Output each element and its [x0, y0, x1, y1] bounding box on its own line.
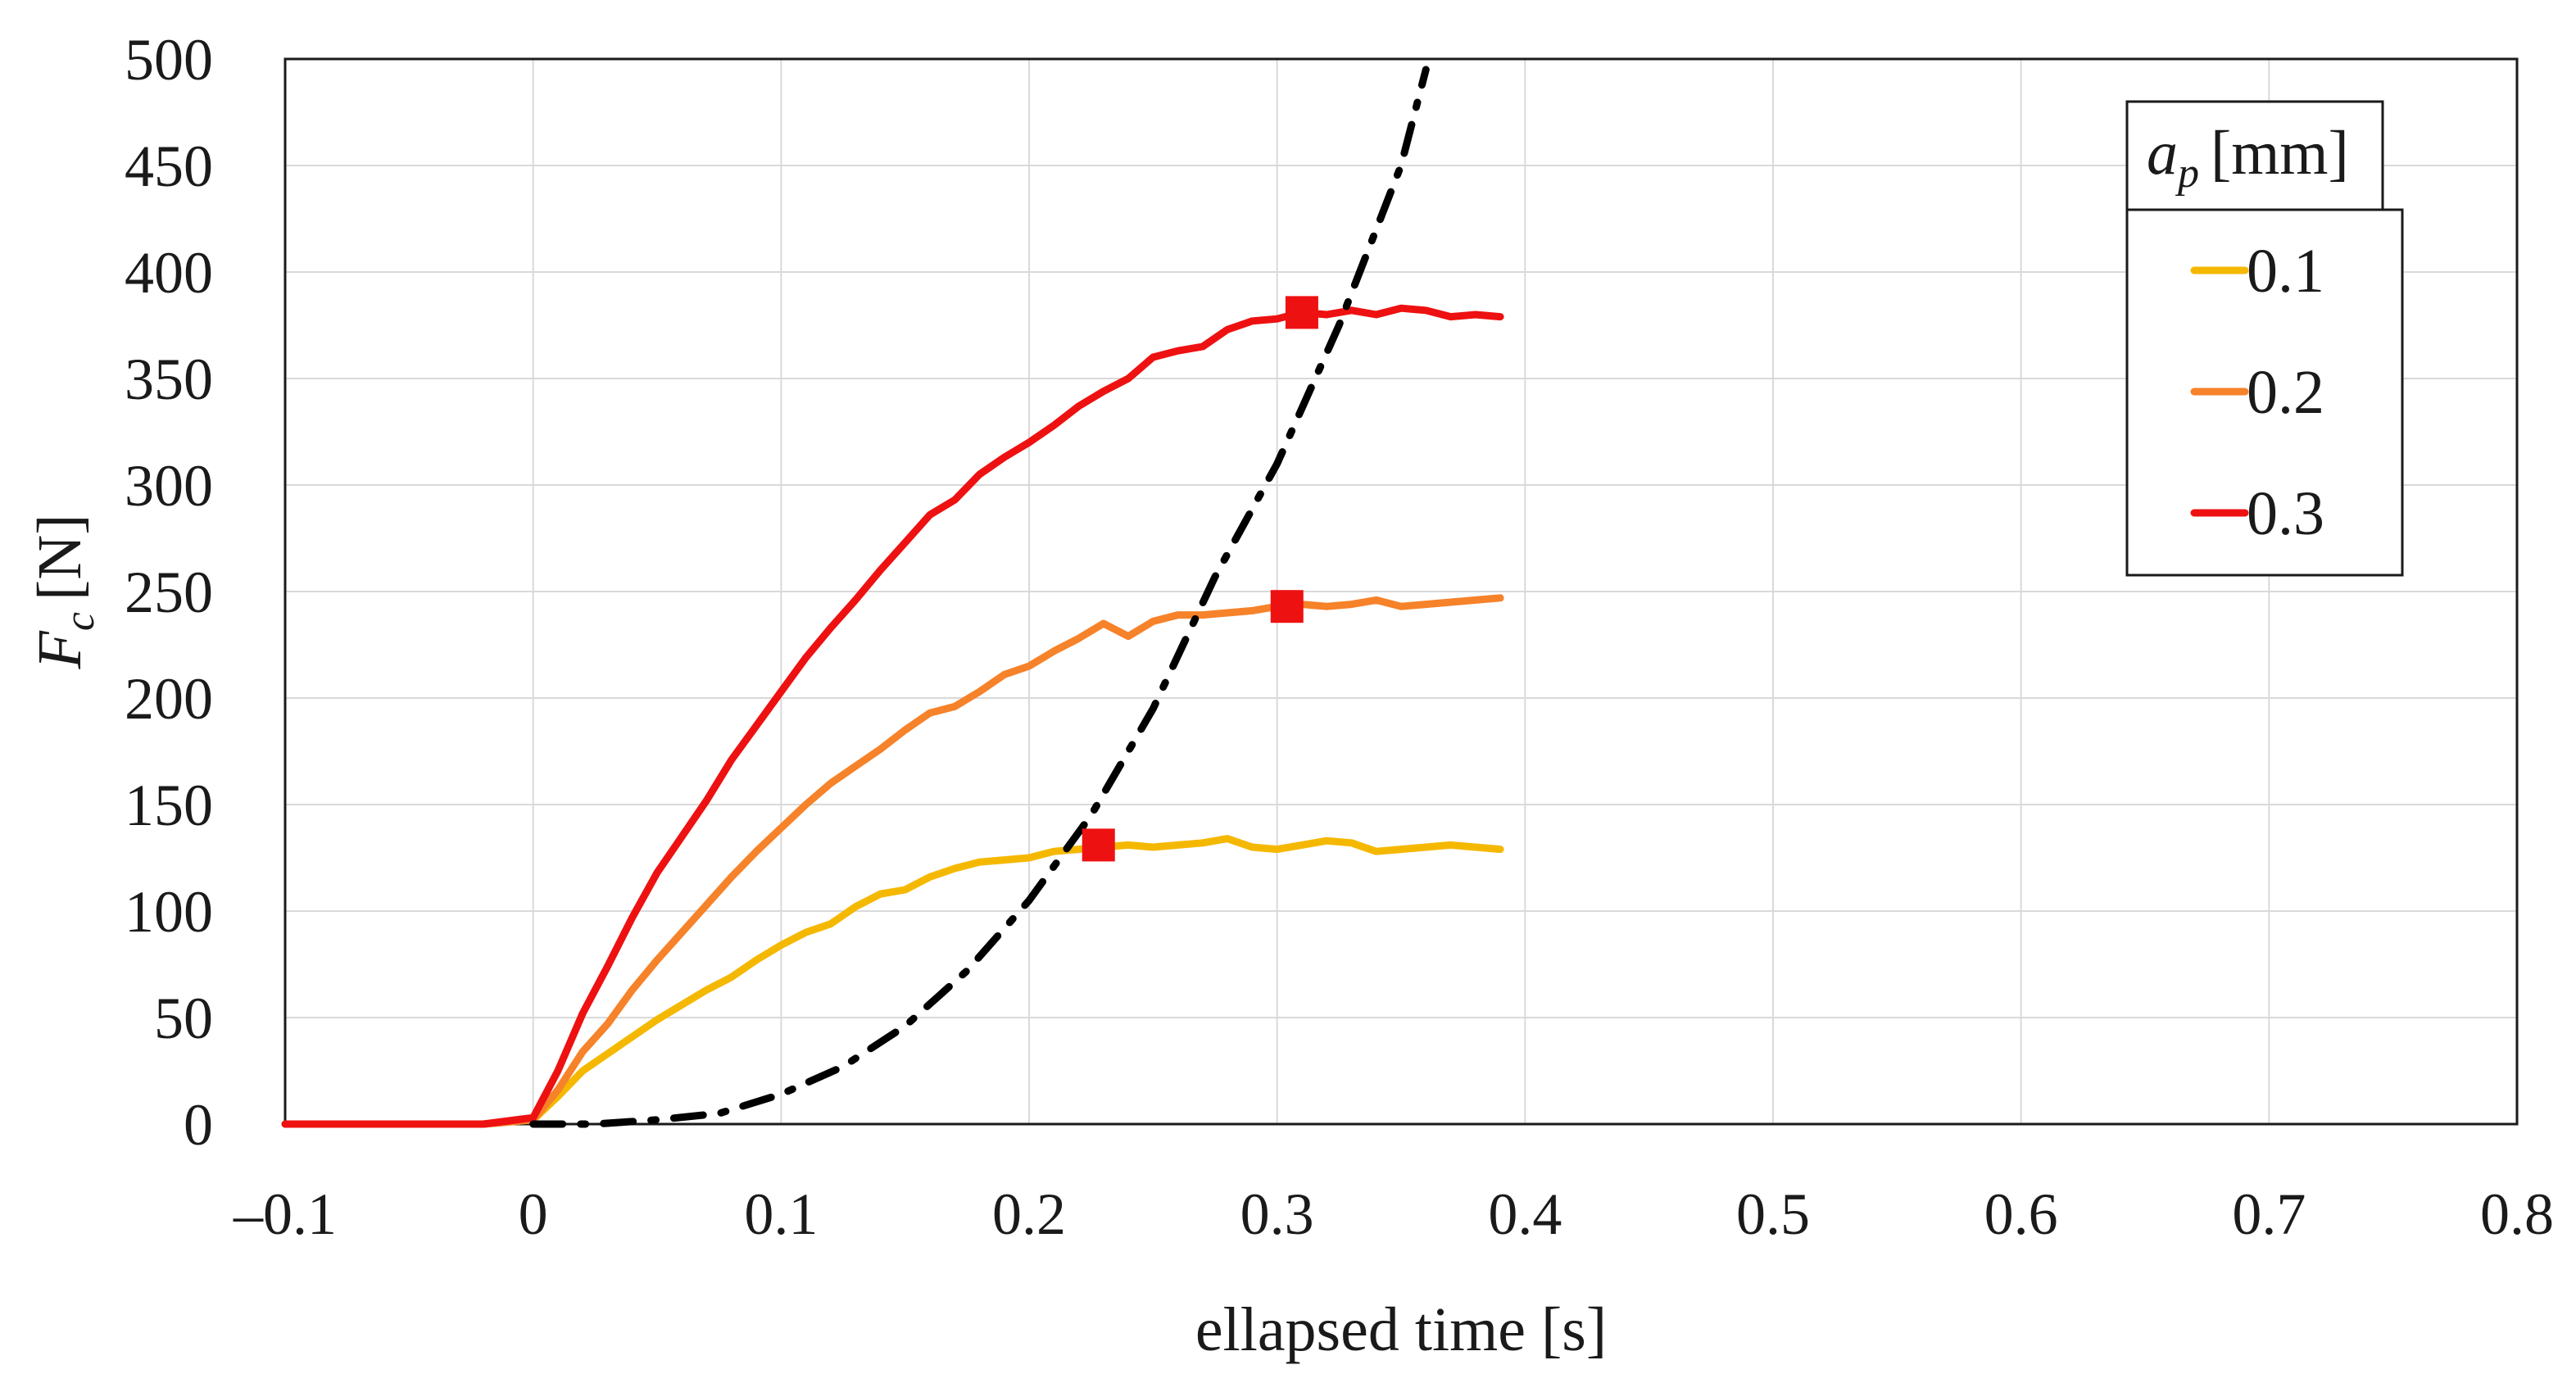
- legend-title: ap [mm]: [2147, 119, 2349, 197]
- y-axis-title-unit: [N]: [25, 514, 94, 601]
- series-layer: [281, 66, 1504, 1128]
- marker-square-0.3: [1285, 296, 1318, 329]
- series-line-0.1: [281, 835, 1504, 1128]
- marker-layer: [1082, 296, 1318, 862]
- y-tick-label: 200: [125, 666, 213, 732]
- legend-label-0.3: 0.3: [2247, 479, 2324, 548]
- legend-label-0.2: 0.2: [2247, 358, 2324, 427]
- y-tick-label: 250: [125, 560, 213, 625]
- y-tick-label: 400: [125, 240, 213, 306]
- x-axis-title: ellapsed time [s]: [1195, 1295, 1607, 1364]
- x-tick-label: 0.8: [2480, 1181, 2554, 1247]
- x-tick-label: 0.1: [744, 1181, 818, 1247]
- y-axis-title: Fc [N]: [25, 514, 103, 669]
- marker-square-0.2: [1270, 590, 1304, 623]
- y-tick-label: 350: [125, 347, 213, 412]
- x-tick-label: 0.3: [1240, 1181, 1314, 1247]
- legend: ap [mm] 0.1 0.2 0.3: [2125, 100, 2404, 577]
- y-tick-label: 500: [125, 27, 213, 93]
- legend-title-box: [2125, 100, 2384, 211]
- legend-title-symbol: a: [2147, 119, 2178, 188]
- reference-curve-dash-dot: [529, 66, 1430, 1128]
- x-axis-tick-labels: –0.1 0 0.1 0.2 0.3 0.4 0.5 0.6 0.7 0.8: [233, 1181, 2554, 1247]
- x-tick-label: 0: [519, 1181, 548, 1247]
- x-tick-label: 0.5: [1736, 1181, 1810, 1247]
- y-tick-label: 0: [184, 1092, 213, 1158]
- x-tick-label: 0.2: [992, 1181, 1066, 1247]
- legend-title-unit: [mm]: [2211, 119, 2349, 188]
- x-tick-label: –0.1: [233, 1181, 337, 1247]
- legend-box: [2125, 208, 2404, 577]
- x-tick-label: 0.6: [1984, 1181, 2058, 1247]
- series-line-0.3: [281, 304, 1504, 1128]
- plot-area: [283, 57, 2519, 1126]
- y-tick-label: 450: [125, 134, 213, 199]
- y-axis-tick-labels: 0 50 100 150 200 250 300 350 400 450 500: [125, 27, 213, 1158]
- y-tick-label: 300: [125, 453, 213, 519]
- legend-label-0.1: 0.1: [2247, 237, 2324, 306]
- series-line-0.2: [281, 594, 1504, 1128]
- y-axis-title-subscript: c: [57, 612, 103, 631]
- y-tick-label: 100: [125, 879, 213, 945]
- y-axis-title-symbol: F: [25, 630, 94, 670]
- legend-title-subscript: p: [2175, 150, 2199, 197]
- x-tick-label: 0.4: [1488, 1181, 1562, 1247]
- legend-items: 0.1 0.2 0.3: [2190, 237, 2324, 548]
- x-tick-label: 0.7: [2232, 1181, 2306, 1247]
- y-tick-label: 150: [125, 773, 213, 838]
- y-tick-label: 50: [154, 986, 213, 1051]
- marker-square-0.1: [1082, 828, 1115, 862]
